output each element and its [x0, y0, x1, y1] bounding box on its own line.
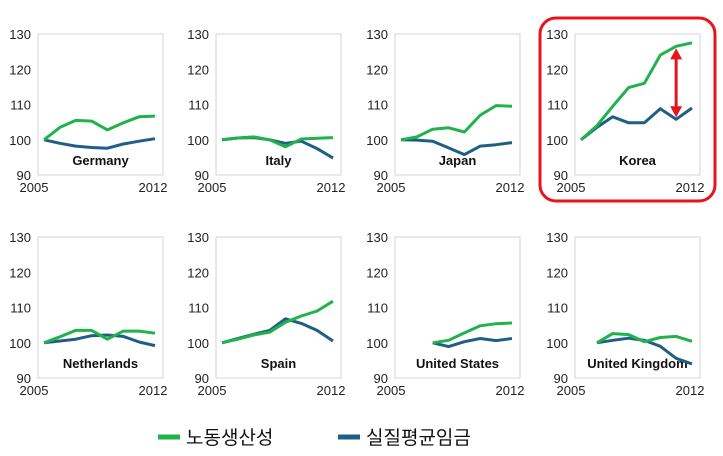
- panel-italy: 90 100 110 120 130 2005 2012 Italy: [187, 27, 345, 195]
- y-tick-label: 100: [546, 133, 568, 148]
- panel-united-states: 90 100 110 120 130 2005 2012 United States: [366, 230, 524, 398]
- x-tick-label: 2012: [676, 383, 705, 398]
- country-label: Japan: [439, 153, 477, 168]
- gap-arrow-head-up: [670, 48, 683, 60]
- country-label: Netherlands: [63, 356, 138, 371]
- panel-korea: 90 100 110 120 130 2005 2012 Korea: [538, 16, 717, 203]
- y-tick-label: 110: [367, 98, 388, 113]
- country-label: Spain: [261, 356, 296, 371]
- y-tick-label: 90: [17, 168, 31, 183]
- country-label: United States: [416, 356, 499, 371]
- x-tick-label: 2005: [377, 180, 406, 195]
- y-tick-label: 120: [546, 265, 568, 280]
- y-tick-label: 130: [366, 230, 388, 245]
- y-tick-label: 110: [367, 301, 388, 316]
- series-line-productivity: [432, 321, 513, 345]
- plot-frame: [394, 236, 521, 379]
- y-tick-label: 130: [546, 230, 568, 245]
- series-line-productivity: [580, 41, 693, 141]
- series-line-wage: [580, 106, 693, 141]
- highlight-box: [538, 16, 717, 203]
- panel-japan: 90 100 110 120 130 2005 2012 Japan: [366, 27, 524, 195]
- x-tick-label: 2005: [20, 180, 49, 195]
- legend: 노동생산성 실질평균임금: [158, 427, 471, 449]
- x-tick-label: 2012: [139, 383, 168, 398]
- y-tick-label: 120: [187, 265, 209, 280]
- country-label: Germany: [72, 153, 129, 168]
- x-tick-label: 2005: [20, 383, 49, 398]
- y-tick-label: 130: [187, 230, 209, 245]
- y-tick-label: 100: [366, 336, 388, 351]
- y-tick-label: 130: [9, 27, 31, 42]
- x-tick-label: 2012: [139, 180, 168, 195]
- y-tick-label: 130: [366, 27, 388, 42]
- legend-label-productivity: 노동생산성: [186, 427, 273, 449]
- series-line-wage: [400, 138, 513, 157]
- plot-frame: [574, 236, 701, 379]
- panel-united-kingdom: 90 100 110 120 130 2005 2012 United Kingdom: [546, 230, 704, 398]
- gap-arrow-head-down: [670, 106, 683, 118]
- y-tick-label: 90: [374, 168, 388, 183]
- panel-spain: 90 100 110 120 130 2005 2012 Spain: [187, 230, 345, 398]
- y-tick-label: 110: [188, 301, 209, 316]
- y-tick-label: 130: [187, 27, 209, 42]
- x-tick-label: 2005: [377, 383, 406, 398]
- y-tick-label: 120: [366, 265, 388, 280]
- series-line-productivity: [221, 299, 334, 345]
- y-tick-label: 120: [187, 62, 209, 77]
- x-tick-label: 2005: [557, 180, 586, 195]
- country-label: Korea: [619, 153, 657, 168]
- x-tick-label: 2012: [317, 180, 346, 195]
- y-tick-label: 110: [547, 98, 568, 113]
- x-tick-label: 2012: [496, 180, 525, 195]
- series-line-productivity: [596, 332, 693, 345]
- y-tick-label: 130: [9, 230, 31, 245]
- country-label: United Kingdom: [587, 356, 687, 371]
- y-tick-label: 110: [188, 98, 209, 113]
- y-tick-label: 130: [546, 27, 568, 42]
- x-tick-label: 2005: [557, 383, 586, 398]
- y-tick-label: 100: [366, 133, 388, 148]
- y-tick-label: 100: [187, 133, 209, 148]
- series-line-productivity: [400, 104, 513, 142]
- plot-frame: [37, 236, 164, 379]
- y-tick-label: 120: [546, 62, 568, 77]
- y-tick-label: 90: [374, 371, 388, 386]
- x-tick-label: 2012: [317, 383, 346, 398]
- y-tick-label: 100: [187, 336, 209, 351]
- y-tick-label: 120: [9, 265, 31, 280]
- series-line-productivity: [221, 135, 334, 149]
- y-tick-label: 90: [195, 168, 209, 183]
- plot-frame: [37, 33, 164, 176]
- y-tick-label: 110: [10, 301, 31, 316]
- series-line-wage: [432, 337, 513, 349]
- panels: 90 100 110 120 130 2005 2012 Germany 90 100 110 120…: [9, 16, 717, 398]
- y-tick-label: 120: [9, 62, 31, 77]
- x-tick-label: 2005: [198, 383, 227, 398]
- country-label: Italy: [265, 153, 292, 168]
- x-tick-label: 2012: [676, 180, 705, 195]
- series-line-wage: [43, 137, 156, 150]
- y-tick-label: 90: [17, 371, 31, 386]
- y-tick-label: 110: [10, 98, 31, 113]
- panel-germany: 90 100 110 120 130 2005 2012 Germany: [9, 27, 167, 195]
- x-tick-label: 2005: [198, 180, 227, 195]
- y-tick-label: 110: [547, 301, 568, 316]
- x-tick-label: 2012: [496, 383, 525, 398]
- y-tick-label: 90: [554, 371, 568, 386]
- series-line-productivity: [43, 328, 156, 345]
- y-tick-label: 100: [9, 133, 31, 148]
- y-tick-label: 90: [195, 371, 209, 386]
- y-tick-label: 90: [554, 168, 568, 183]
- y-tick-label: 120: [366, 62, 388, 77]
- y-tick-label: 100: [546, 336, 568, 351]
- y-tick-label: 100: [9, 336, 31, 351]
- series-line-productivity: [43, 114, 156, 141]
- legend-label-wage: 실질평균임금: [366, 427, 471, 449]
